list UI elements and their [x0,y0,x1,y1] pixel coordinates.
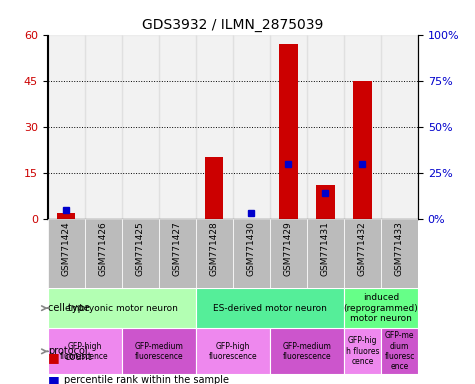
Text: GSM771427: GSM771427 [173,221,181,276]
Bar [353,81,371,219]
Text: embryonic motor neuron: embryonic motor neuron [65,304,178,313]
Text: GFP-me
dium
fluoresc
ence: GFP-me dium fluoresc ence [384,331,415,371]
Bar [316,185,334,219]
Text: GFP-high
fluorescence: GFP-high fluorescence [60,342,109,361]
Text: GSM771425: GSM771425 [136,221,144,276]
Bar [196,288,344,328]
Text: GFP-medium
fluorescence: GFP-medium fluorescence [134,342,183,361]
Text: GFP-hig
h fluores
cence: GFP-hig h fluores cence [346,336,379,366]
Bar [196,328,270,374]
Text: GSM771426: GSM771426 [99,221,107,276]
Bar [48,35,85,219]
Text: GSM771428: GSM771428 [210,221,218,276]
Bar [344,219,381,288]
Bar [270,219,307,288]
Bar [270,328,344,374]
Bar [307,35,344,219]
Text: GSM771429: GSM771429 [284,221,293,276]
Text: count: count [64,352,92,362]
Bar [205,157,224,219]
Text: ES-derived motor neuron: ES-derived motor neuron [213,304,327,313]
Bar [270,35,307,219]
Text: GSM771431: GSM771431 [321,221,330,276]
Bar [85,219,122,288]
Text: GSM771432: GSM771432 [358,221,367,276]
Bar [381,328,418,374]
Bar [233,219,270,288]
Text: GFP-high
fluorescence: GFP-high fluorescence [209,342,257,361]
Bar [307,219,344,288]
Text: GFP-medium
fluorescence: GFP-medium fluorescence [283,342,331,361]
Bar [196,219,233,288]
Bar [381,35,418,219]
Bar [57,213,75,219]
Bar [233,35,270,219]
Bar [122,328,196,374]
Bar [381,219,418,288]
Bar [159,35,196,219]
Text: protocol: protocol [48,346,87,356]
Bar [279,44,297,219]
Text: percentile rank within the sample: percentile rank within the sample [64,375,229,384]
Bar [122,35,159,219]
Bar [159,219,196,288]
Text: ■: ■ [48,351,59,364]
Bar [48,328,122,374]
Text: induced
(reprogrammed)
motor neuron: induced (reprogrammed) motor neuron [343,293,418,323]
Bar [48,288,196,328]
Text: GSM771433: GSM771433 [395,221,404,276]
Bar [344,288,418,328]
Bar [344,328,381,374]
Text: ■: ■ [48,374,59,384]
Text: GSM771424: GSM771424 [62,221,70,276]
Bar [122,219,159,288]
Bar [196,35,233,219]
Text: GSM771430: GSM771430 [247,221,256,276]
Bar [48,219,85,288]
Bar [344,35,381,219]
Bar [85,35,122,219]
Title: GDS3932 / ILMN_2875039: GDS3932 / ILMN_2875039 [142,18,323,32]
Text: cell type: cell type [48,303,90,313]
